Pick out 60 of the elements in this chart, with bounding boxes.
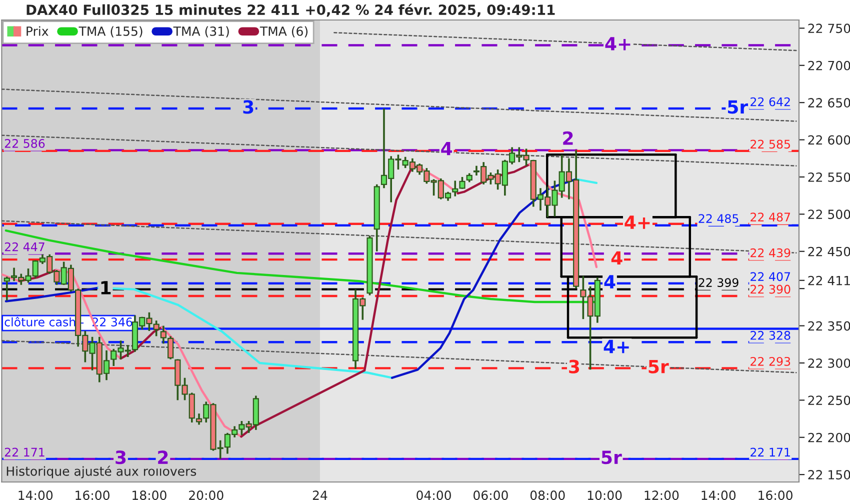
y-tick-label: 22 750 [808,24,850,34]
y-tick-label: 22 300 [808,358,850,368]
x-tick-label: 10:00 [588,490,622,500]
legend-label: Prix [26,26,48,36]
annotation: 2 [563,131,573,145]
y-tick-label: 22 150 [808,470,850,480]
ref-line-label: 22 439 [750,248,790,258]
ref-line-label: 22 487 [750,212,790,222]
annotation: 4 [604,275,616,288]
x-tick-label: 08:00 [530,490,565,500]
ref-line-label: 22 399 [698,278,738,288]
ref-line-label: 22 407 [750,272,790,282]
annotation: Historique ajusté aux rollovers [6,466,196,478]
annotation: 3 [569,360,580,374]
legend-label: TMA (155) [78,26,142,38]
annotation: 2 [158,450,168,464]
y-tick-label: 22 411 [808,276,850,286]
ref-line-label: 22 293 [750,356,790,366]
ref-line-label: 22 642 [750,97,790,106]
y-tick-label: 22 200 [808,432,850,442]
y-tick-label: 22 500 [808,210,850,220]
ref-line-label: 22 390 [750,284,790,294]
y-tick-label: 22 700 [808,60,850,70]
legend-label: TMA (6) [260,26,308,38]
y-tick-label: 22 550 [808,172,850,182]
x-tick-label: 04:00 [416,490,451,500]
annotation: 22 447 [4,242,44,252]
y-tick-label: 22 600 [808,135,850,145]
chart-title: DAX40 Full0325 15 minutes 22 411 +0,42 % 24 févr. 2025, 09:49:11 [26,4,555,17]
annotation: 4+ [624,216,650,229]
annotation: 22 586 [4,138,45,148]
ref-line-label: 22 171 [750,448,790,456]
y-tick-label: 22 250 [808,396,850,406]
annotation: 1 [101,281,111,294]
ref-line-label: 22 585 [750,140,790,149]
y-tick-label: 22 350 [808,321,850,331]
annotation: 3 [116,450,126,464]
x-tick-label: 14:00 [18,490,53,500]
x-tick-label: 12:00 [644,490,679,500]
annotation: 4 [611,251,622,265]
x-tick-label: 06:00 [474,490,508,500]
annotation: 5r [648,360,669,374]
y-tick-label: 22 450 [808,246,850,256]
annotation: 3 [243,100,254,114]
x-tick-label: 20:00 [189,490,224,500]
legend-label: TMA (31) [173,26,229,38]
x-tick-label: 24 [312,490,328,500]
x-tick-label: 16:00 [76,490,110,500]
x-tick-label: 16:00 [758,490,792,500]
annotation: 4 [441,142,452,156]
annotation: 5r [602,450,622,464]
y-tick-label: 22 650 [808,98,850,108]
ref-line-label: 22 485 [698,214,738,224]
annotation: 22 171 [4,448,44,456]
ref-line-label: 22 328 [750,330,790,340]
annotation: 4+ [605,37,630,50]
annotation: 4+ [604,340,629,354]
annotation: 5r [728,100,748,114]
x-tick-label: 18:00 [132,490,166,500]
x-tick-label: 14:00 [702,490,736,500]
